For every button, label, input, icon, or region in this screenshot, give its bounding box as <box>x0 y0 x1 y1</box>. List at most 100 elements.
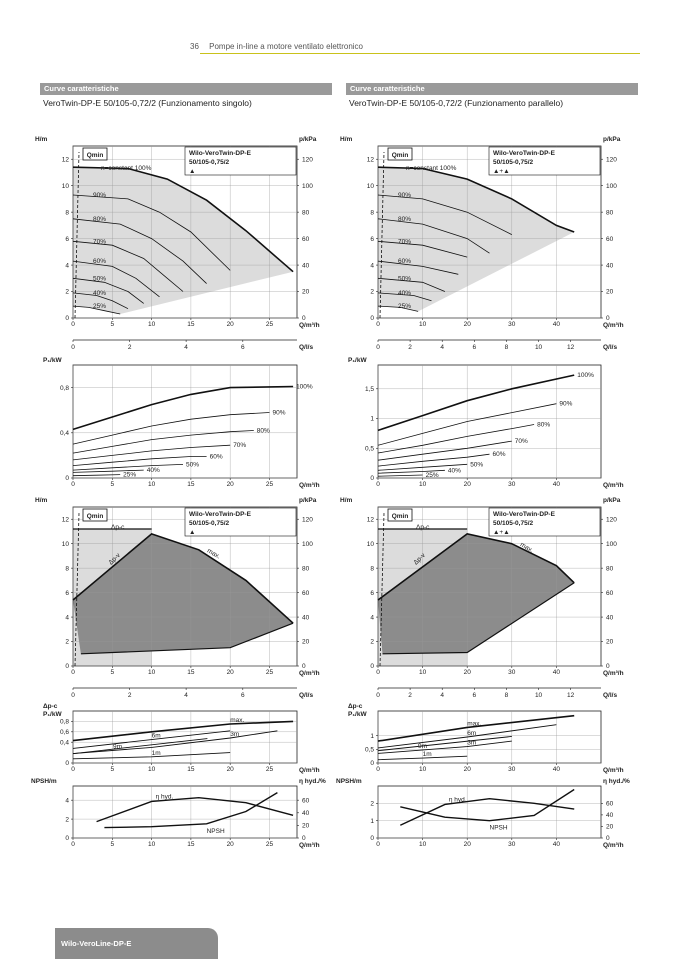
curve-70pct <box>377 240 468 258</box>
right-section-bar: Curve caratteristiche <box>346 83 638 95</box>
curve-90pct <box>377 194 512 235</box>
ls-tick-label: 0 <box>71 344 75 351</box>
curve-80pct <box>377 218 490 254</box>
qmin-label: Qmin <box>392 152 409 159</box>
x-tick-label: 10 <box>148 481 156 488</box>
y2-tick-label: 120 <box>606 156 617 163</box>
eta-hyd-label: η hyd. <box>156 793 174 800</box>
ls-tick-label: 12 <box>567 344 575 351</box>
dpc-curve <box>72 752 231 760</box>
y2-tick-label: 60 <box>302 236 310 243</box>
pct-label: 60% <box>398 258 411 265</box>
p1-axis-label: P₁/kW <box>43 711 62 718</box>
pct-label: 50% <box>398 275 411 282</box>
x-tick-label: 0 <box>71 841 75 848</box>
y-tick-label: 0 <box>65 663 69 670</box>
y2-tick-label: 40 <box>302 262 310 269</box>
x-tick-label: 20 <box>464 841 472 848</box>
y2-tick-label: 60 <box>606 236 614 243</box>
curve-40pct <box>377 292 432 302</box>
pct-label: 40% <box>398 290 411 297</box>
q-axis-label: Q/m³/h <box>299 322 320 329</box>
dpc-curve <box>377 736 512 752</box>
dpc-label: Δp-c <box>111 524 125 531</box>
x-tick-label: 20 <box>227 481 235 488</box>
q-ls-axis-label: Q/l/s <box>299 344 313 351</box>
p1-curve-100pct <box>72 385 294 431</box>
plot-frame <box>377 364 602 479</box>
h-axis-label: H/m <box>340 497 353 504</box>
y-tick-label: 0,5 <box>365 747 374 754</box>
x-tick-label: 40 <box>553 321 561 328</box>
ls-tick-label: 6 <box>241 344 245 351</box>
y-tick-label: 8 <box>65 565 69 572</box>
dpc-curve <box>377 724 557 749</box>
model-label: 50/105-0,75/2 <box>493 520 534 527</box>
pct-label: 25% <box>426 472 439 479</box>
dpc-curve-label: max. <box>230 717 244 724</box>
dpc-curve-label: 6m <box>467 730 476 737</box>
dpc-curve-label: 9m <box>113 743 122 750</box>
model-box <box>488 507 601 537</box>
ls-tick-label: 0 <box>376 344 380 351</box>
curve-60pct <box>377 260 459 275</box>
y2-tick-label: 100 <box>302 541 313 548</box>
npsh-curve <box>104 791 278 829</box>
y-tick-label: 2 <box>370 289 374 296</box>
q-axis-label: Q/m³/h <box>299 482 320 489</box>
pct-label: 90% <box>559 401 572 408</box>
pct-label: 25% <box>398 303 411 310</box>
y-tick-label: 10 <box>367 541 375 548</box>
pct-label: 90% <box>398 192 411 199</box>
x-tick-label: 20 <box>227 321 235 328</box>
y2-tick-label: 40 <box>302 614 310 621</box>
x-tick-label: 25 <box>266 669 274 676</box>
h-axis-label: H/m <box>35 136 48 143</box>
x-tick-label: 5 <box>110 669 114 676</box>
qmin-line <box>74 512 80 667</box>
dpc-curve <box>377 755 468 761</box>
y-tick-label: 0 <box>370 475 374 482</box>
y-tick-label: 10 <box>367 183 375 190</box>
y-tick-label: 0,4 <box>60 739 69 746</box>
x-tick-label: 0 <box>376 481 380 488</box>
x-tick-label: 0 <box>376 669 380 676</box>
q-axis-label: Q/m³/h <box>299 842 320 849</box>
pct-label: 70% <box>398 238 411 245</box>
y2-tick-label: 80 <box>606 565 614 572</box>
dpc-curve-label: 3m <box>230 731 239 738</box>
y-tick-label: 12 <box>367 156 375 163</box>
dpc-curve <box>72 738 208 755</box>
pct-label: 80% <box>93 216 106 223</box>
y2-tick-label: 20 <box>302 823 310 830</box>
x-tick-label: 15 <box>187 766 195 773</box>
model-label: Wilo-VeroTwin-DP-E <box>189 150 252 157</box>
dpc-axis-label: Δp-c <box>43 703 58 710</box>
ls-tick-label: 0 <box>71 692 75 699</box>
dpc-curve <box>72 730 231 749</box>
x-tick-label: 30 <box>508 481 516 488</box>
min-curve <box>80 622 294 655</box>
eta-axis-label: η hyd./% <box>603 778 630 785</box>
y-tick-label: 1,5 <box>365 386 374 393</box>
x-tick-label: 40 <box>553 841 561 848</box>
left-subtitle: VeroTwin-DP-E 50/105-0,72/2 (Funzionamen… <box>43 98 252 108</box>
x-tick-label: 0 <box>71 321 75 328</box>
y2-tick-label: 80 <box>302 209 310 216</box>
dpc-curve-label: 1m <box>423 751 432 758</box>
mode-symbol-icon: ▲+▲ <box>493 168 510 175</box>
y2-tick-label: 40 <box>606 812 614 819</box>
mode-symbol-icon: ▲+▲ <box>493 529 510 536</box>
model-label: 50/105-0,75/2 <box>493 159 534 166</box>
curve-25pct <box>377 305 419 312</box>
dpv-area <box>73 533 294 654</box>
ls-tick-label: 4 <box>184 344 188 351</box>
curve-90pct <box>72 194 231 271</box>
left-dpc-p1-chart: 0 5 10 15 20 25 0 0,4 0,6 0,8 max. 6m 3m 1m 9m Δp-cP₁/k… <box>43 703 320 774</box>
npsh-axis-label: NPSH/m <box>336 778 362 785</box>
y2-tick-label: 0 <box>606 663 610 670</box>
ls-tick-label: 8 <box>505 692 509 699</box>
